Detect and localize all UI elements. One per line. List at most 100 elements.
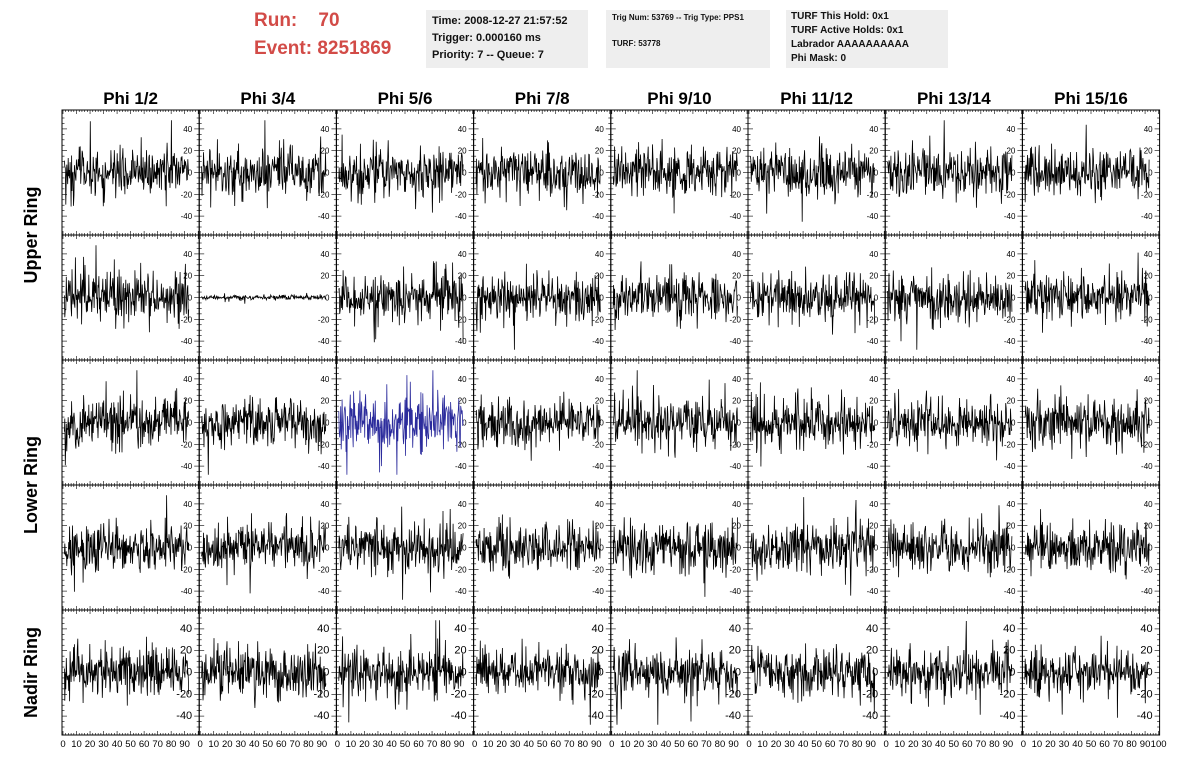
y-tick-label: 0: [874, 294, 879, 303]
y-tick-label: 40: [595, 250, 604, 259]
waveform-trace: [64, 120, 190, 207]
y-tick-label: -20: [455, 190, 467, 199]
turf-hold-text: TURF This Hold: 0x1: [791, 11, 889, 22]
column-header: Phi 1/2: [103, 89, 158, 108]
waveform-trace: [338, 134, 464, 213]
y-tick-label: 40: [595, 500, 604, 509]
y-tick-label: -20: [318, 440, 330, 449]
waveform-trace: [887, 389, 1013, 461]
y-tick-label: 0: [188, 544, 193, 553]
y-tick-label: -20: [1141, 190, 1153, 199]
y-tick-label: 0: [737, 294, 742, 303]
y-tick-label: 20: [732, 397, 741, 406]
y-tick-label: 0: [599, 419, 604, 428]
y-tick-label: -20: [592, 190, 604, 199]
y-tick-label: 0: [737, 419, 742, 428]
turf-active-text: TURF Active Holds: 0x1: [791, 25, 904, 36]
y-tick-label: 0: [462, 169, 467, 178]
run-label: Run: 70: [254, 10, 340, 32]
turf-info-box: TURF This Hold: 0x1 TURF Active Holds: 0…: [786, 10, 948, 68]
y-tick-label: -20: [318, 315, 330, 324]
y-tick-label: 40: [1006, 250, 1015, 259]
waveform-trace: [201, 513, 327, 594]
y-tick-label: -40: [1141, 212, 1153, 221]
y-tick-label: 0: [325, 169, 330, 178]
y-tick-label: -40: [867, 587, 879, 596]
y-tick-label: 20: [1006, 272, 1015, 281]
column-header: Phi 7/8: [515, 89, 570, 108]
y-tick-label: -20: [181, 315, 193, 324]
y-tick-label: 20: [869, 397, 878, 406]
y-tick-label: 0: [737, 544, 742, 553]
y-tick-label: 40: [1006, 500, 1015, 509]
y-tick-label: 40: [732, 125, 741, 134]
y-tick-label: 0: [737, 169, 742, 178]
y-tick-label: 20: [183, 272, 192, 281]
y-tick-label: 20: [595, 272, 604, 281]
y-tick-label: 20: [320, 522, 329, 531]
y-tick-label: 40: [595, 125, 604, 134]
y-tick-label: 20: [732, 522, 741, 531]
y-tick-label: -40: [867, 212, 879, 221]
y-tick-label: -40: [1141, 337, 1153, 346]
waveform-trace: [475, 391, 601, 461]
y-tick-label: 0: [462, 294, 467, 303]
y-tick-label: -20: [318, 565, 330, 574]
y-tick-label: -20: [867, 315, 879, 324]
y-tick-label: -40: [181, 212, 193, 221]
time-info-box: Time: 2008-12-27 21:57:52 Trigger: 0.000…: [426, 10, 588, 68]
y-tick-label: 0: [1148, 294, 1153, 303]
waveform-trace: [1024, 509, 1150, 580]
y-tick-label: -20: [729, 315, 741, 324]
y-tick-label: 20: [320, 272, 329, 281]
y-tick-label: -20: [592, 315, 604, 324]
waveform-trace: [750, 266, 876, 335]
phi-mask-text: Phi Mask: 0: [791, 53, 847, 64]
y-tick-label: -40: [1004, 462, 1016, 471]
y-tick-label: 0: [325, 544, 330, 553]
waveform-trace: [201, 120, 327, 209]
y-tick-label: 20: [320, 397, 329, 406]
waveform-trace: [750, 382, 876, 467]
ring-label: Lower Ring: [21, 436, 41, 534]
column-header: Phi 13/14: [917, 89, 991, 108]
y-tick-label: 0: [188, 419, 193, 428]
waveform-trace: [1024, 385, 1150, 459]
y-tick-label: 40: [183, 125, 192, 134]
y-tick-label: 0: [188, 169, 193, 178]
trig-num-text: Trig Num: 53769 -- Trig Type: PPS1: [612, 13, 744, 22]
waveform-trace: [201, 292, 327, 304]
ring-label: Nadir Ring: [21, 627, 41, 718]
y-tick-label: 40: [1144, 500, 1153, 509]
y-tick-label: -40: [455, 587, 467, 596]
y-tick-label: -20: [592, 565, 604, 574]
y-tick-label: 40: [183, 375, 192, 384]
waveform-trace: [750, 497, 876, 596]
waveform-trace: [338, 506, 464, 600]
y-tick-label: -40: [318, 587, 330, 596]
y-tick-label: -20: [729, 565, 741, 574]
y-tick-label: 0: [1011, 169, 1016, 178]
y-tick-label: 0: [1148, 169, 1153, 178]
y-tick-label: 40: [1144, 375, 1153, 384]
waveform-trace: [64, 370, 190, 466]
waveform-trace: [887, 120, 1013, 208]
y-tick-label: -20: [181, 440, 193, 449]
y-tick-label: 20: [1006, 522, 1015, 531]
